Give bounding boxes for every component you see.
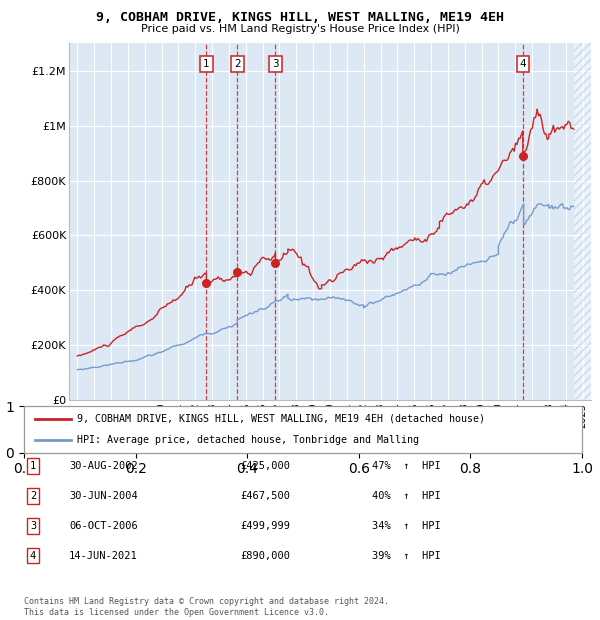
Text: 1: 1: [203, 59, 210, 69]
Text: 2: 2: [30, 491, 36, 501]
Text: £890,000: £890,000: [240, 551, 290, 560]
Text: 06-OCT-2006: 06-OCT-2006: [69, 521, 138, 531]
Text: 14-JUN-2021: 14-JUN-2021: [69, 551, 138, 560]
Text: Price paid vs. HM Land Registry's House Price Index (HPI): Price paid vs. HM Land Registry's House …: [140, 24, 460, 33]
Text: 2: 2: [234, 59, 241, 69]
Text: 34%  ↑  HPI: 34% ↑ HPI: [372, 521, 441, 531]
Text: 1: 1: [30, 461, 36, 471]
Bar: [574, 43, 591, 400]
Text: £467,500: £467,500: [240, 491, 290, 501]
Text: 4: 4: [520, 59, 526, 69]
Text: 9, COBHAM DRIVE, KINGS HILL, WEST MALLING, ME19 4EH (detached house): 9, COBHAM DRIVE, KINGS HILL, WEST MALLIN…: [77, 414, 485, 423]
Text: Contains HM Land Registry data © Crown copyright and database right 2024.
This d: Contains HM Land Registry data © Crown c…: [24, 598, 389, 617]
Text: 40%  ↑  HPI: 40% ↑ HPI: [372, 491, 441, 501]
Text: £499,999: £499,999: [240, 521, 290, 531]
Text: 4: 4: [30, 551, 36, 560]
Text: 9, COBHAM DRIVE, KINGS HILL, WEST MALLING, ME19 4EH: 9, COBHAM DRIVE, KINGS HILL, WEST MALLIN…: [96, 11, 504, 24]
Text: 3: 3: [272, 59, 279, 69]
Text: 47%  ↑  HPI: 47% ↑ HPI: [372, 461, 441, 471]
Text: 30-JUN-2004: 30-JUN-2004: [69, 491, 138, 501]
Text: 30-AUG-2002: 30-AUG-2002: [69, 461, 138, 471]
Text: 39%  ↑  HPI: 39% ↑ HPI: [372, 551, 441, 560]
Text: 3: 3: [30, 521, 36, 531]
Text: £425,000: £425,000: [240, 461, 290, 471]
Text: HPI: Average price, detached house, Tonbridge and Malling: HPI: Average price, detached house, Tonb…: [77, 435, 419, 445]
